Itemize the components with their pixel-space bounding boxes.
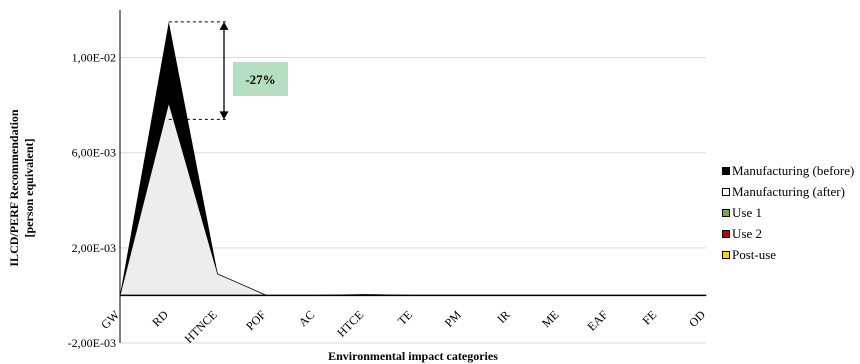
x-axis-title: Environmental impact categories — [328, 349, 498, 363]
x-tick-label: IR — [494, 308, 512, 326]
x-tick-label: PM — [442, 307, 464, 329]
x-tick-label: OD — [686, 307, 708, 329]
legend-item: Use 2 — [722, 223, 854, 244]
x-tick-label: HTCE — [334, 308, 366, 340]
legend-swatch — [722, 229, 730, 238]
y-tick-label: 2,00E-03 — [72, 241, 116, 255]
legend-item: Use 1 — [722, 202, 854, 223]
y-axis-title-line1: ILCD/PERF Recommendation — [7, 109, 21, 267]
x-tick-label: HTNCE — [182, 308, 220, 346]
x-tick-label: FE — [639, 308, 659, 328]
y-tick-label: 1,00E-02 — [72, 51, 116, 65]
arrow-head-up — [219, 21, 229, 30]
area-manufacturing-after- — [119, 101, 707, 296]
annotation-label: -27% — [245, 72, 275, 87]
legend-label: Manufacturing (after) — [732, 183, 845, 199]
area-series — [119, 21, 707, 296]
annotation-box — [233, 62, 288, 96]
legend-item: Manufacturing (before) — [722, 160, 854, 181]
x-tick-label: RD — [149, 307, 171, 329]
x-tick-labels: GW RD HTNCE POF AC HTCE TE PM IR ME EAF FE OD — [98, 307, 708, 346]
x-tick-label: ME — [539, 308, 562, 331]
reduction-annotation: -27% — [168, 21, 288, 120]
y-tick-label: -2,00E-03 — [68, 336, 116, 350]
legend: Manufacturing (before) Manufacturing (aft… — [722, 160, 854, 265]
y-axis-title-line2: [person equivalent] — [22, 138, 36, 237]
y-gridlines — [120, 57, 706, 344]
legend-item: Manufacturing (after) — [722, 181, 854, 202]
legend-item: Post-use — [722, 244, 854, 265]
legend-swatch — [722, 187, 730, 196]
legend-label: Use 1 — [732, 204, 762, 220]
legend-label: Manufacturing (before) — [732, 162, 855, 178]
y-tick-labels: -2,00E-03 2,00E-03 6,00E-03 1,00E-02 — [68, 51, 116, 350]
legend-swatch — [722, 208, 730, 217]
legend-label: Post-use — [732, 246, 777, 262]
arrow-head-down — [219, 111, 229, 120]
legend-swatch — [722, 166, 730, 175]
y-tick-label: 6,00E-03 — [72, 146, 116, 160]
legend-label: Use 2 — [732, 225, 762, 241]
x-tick-label: TE — [395, 308, 415, 328]
x-tick-label: EAF — [585, 307, 611, 333]
axes — [119, 10, 706, 343]
x-tick-label: GW — [98, 307, 123, 332]
x-tick-label: POF — [243, 307, 269, 333]
legend-swatch — [722, 250, 730, 259]
x-tick-label: AC — [296, 308, 318, 330]
